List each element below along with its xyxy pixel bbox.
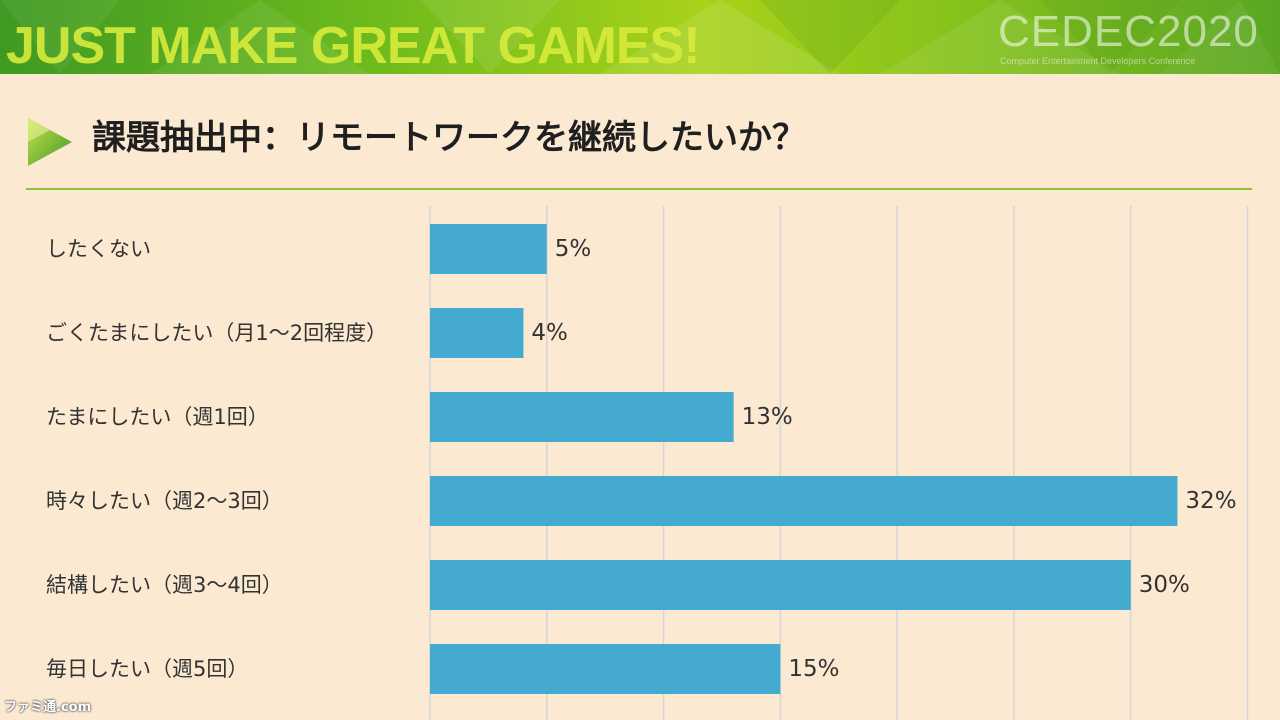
cedec-logo: CEDEC2020 bbox=[998, 7, 1259, 56]
category-label: たまにしたい（週1回） bbox=[46, 405, 269, 429]
category-label: 結構したい（週3～4回） bbox=[46, 573, 283, 597]
bar bbox=[430, 224, 547, 274]
bar bbox=[430, 476, 1178, 526]
category-label: ごくたまにしたい（月1～2回程度） bbox=[46, 321, 387, 345]
category-label: したくない bbox=[46, 237, 151, 261]
value-label: 30% bbox=[1139, 572, 1190, 598]
famitsu-watermark: ファミ通.com bbox=[4, 700, 92, 715]
value-label: 13% bbox=[742, 404, 793, 430]
bar bbox=[430, 392, 734, 442]
value-label: 5% bbox=[555, 236, 592, 262]
category-label: 時々したい（週2～3回） bbox=[46, 489, 283, 513]
slide-title: 課題抽出中：リモートワークを継続したいか？ bbox=[92, 118, 806, 158]
category-label: 毎日したい（週5回） bbox=[46, 657, 248, 681]
survey-bar-chart: したくない 5% ごくたまにしたい（月1～2回程度） 4% たまにしたい（週1回） 13%… bbox=[46, 206, 1249, 720]
banner-triangle-pattern bbox=[0, 0, 1280, 74]
cedec-logo-subtitle: Computer Entertainment Developers Confer… bbox=[1000, 56, 1196, 66]
bar bbox=[430, 308, 524, 358]
header-banner: JUST MAKE GREAT GAMES! CEDEC2020 Compute… bbox=[0, 0, 1280, 74]
slogan: JUST MAKE GREAT GAMES! bbox=[6, 17, 701, 74]
value-label: 15% bbox=[788, 656, 839, 682]
title-divider bbox=[26, 188, 1252, 190]
bar bbox=[430, 560, 1131, 610]
bar bbox=[430, 644, 781, 694]
play-triangle-icon bbox=[28, 118, 72, 166]
value-label: 4% bbox=[531, 320, 568, 346]
value-label: 32% bbox=[1185, 488, 1236, 514]
